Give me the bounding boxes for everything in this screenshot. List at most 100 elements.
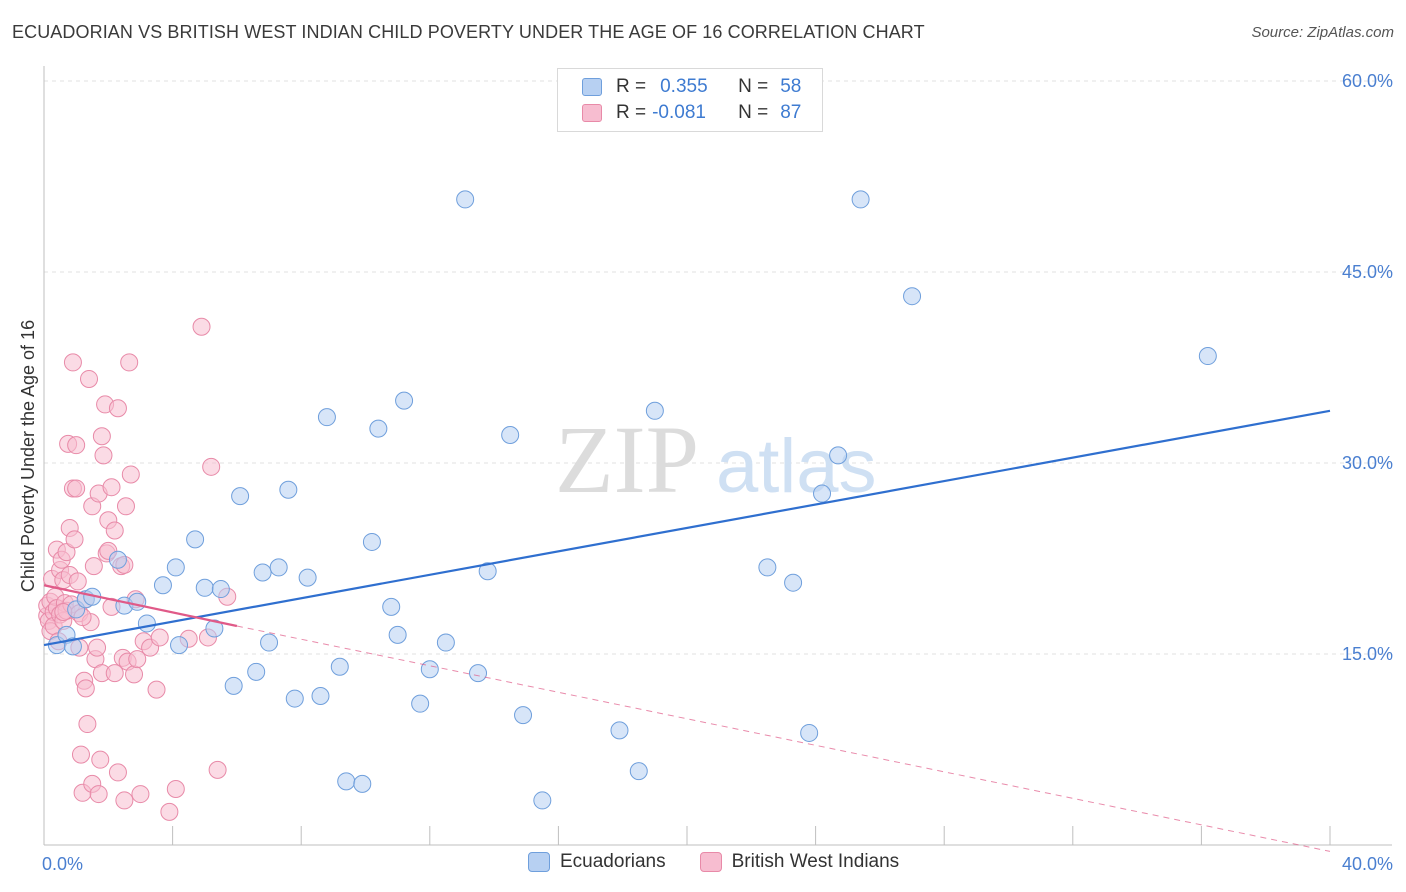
ecuadorians-point bbox=[362, 532, 381, 551]
ecuadorians-point bbox=[420, 660, 439, 679]
pink-swatch-icon bbox=[699, 852, 722, 872]
ecuadorians-point bbox=[279, 480, 298, 499]
british-west-indians-point bbox=[125, 665, 144, 684]
watermark-atlas: atlas bbox=[716, 424, 877, 509]
ecuadorians-point bbox=[205, 619, 224, 638]
y-tick-label: 45.0% bbox=[1342, 262, 1393, 282]
ecuadorians-point bbox=[903, 287, 922, 306]
ecuadorians-point bbox=[253, 563, 272, 582]
british-west-indians-point bbox=[89, 785, 108, 804]
ecuadorians-point bbox=[330, 657, 349, 676]
tick-labels: 15.0% 30.0% 45.0% 60.0% 0.0% 40.0% bbox=[42, 71, 1393, 874]
watermark-zip: ZIP bbox=[555, 406, 699, 513]
ecuadorians-point bbox=[269, 558, 288, 577]
british-west-indians-point bbox=[160, 802, 179, 821]
british-west-indians-point bbox=[78, 715, 97, 734]
x-tick-label: 40.0% bbox=[1342, 854, 1393, 874]
ecuadorians-point bbox=[610, 721, 629, 740]
ecuadorians-point bbox=[436, 633, 455, 652]
british-west-indians-point bbox=[88, 638, 107, 657]
watermark: ZIP atlas bbox=[555, 406, 877, 513]
blue-swatch-icon bbox=[528, 852, 550, 872]
british-west-indians-point bbox=[67, 479, 86, 498]
british-west-indians-point bbox=[131, 785, 150, 804]
british-west-indians-point bbox=[67, 436, 86, 455]
r-label: R = bbox=[616, 102, 647, 123]
british-west-indians-point bbox=[76, 679, 95, 698]
n-label: N = bbox=[738, 102, 769, 123]
ecuadorians-point bbox=[195, 578, 214, 597]
british-west-indians-point bbox=[105, 664, 124, 683]
ecuadorians-point bbox=[108, 550, 127, 569]
ecuadorians-point bbox=[645, 401, 664, 420]
ecuadorians-trend-line bbox=[43, 409, 1331, 647]
r-label: R = bbox=[616, 76, 647, 97]
ecuadorians-point bbox=[63, 637, 82, 656]
ecuadorians-point bbox=[317, 408, 336, 427]
legend-row-british-west-indians: R = -0.081 N = 87 bbox=[582, 101, 801, 125]
british-west-indians-point bbox=[57, 543, 76, 562]
british-west-indians-point bbox=[92, 427, 111, 446]
legend-row-ecuadorians: R = 0.355 N = 58 bbox=[582, 75, 801, 99]
ecuadorians-point bbox=[829, 446, 848, 465]
ecuadorians-point bbox=[128, 592, 147, 611]
ecuadorians-point bbox=[285, 689, 304, 708]
ecuadorians-point bbox=[186, 530, 205, 549]
legend-label: British West Indians bbox=[731, 851, 900, 872]
ecuadorians-point bbox=[411, 694, 430, 713]
ecuadorians-point bbox=[337, 772, 356, 791]
ecuadorians-point bbox=[758, 558, 777, 577]
source-label: Source: ZipAtlas.com bbox=[1251, 24, 1394, 41]
british-west-indians-point bbox=[71, 745, 90, 764]
british-west-indians-point bbox=[80, 369, 99, 388]
ecuadorians-point bbox=[382, 597, 401, 616]
british-west-indians-point bbox=[208, 760, 227, 779]
british-west-indians-point bbox=[166, 779, 185, 798]
ecuadorians-point bbox=[851, 190, 870, 209]
r-value: 0.355 bbox=[660, 76, 708, 97]
british-west-indians-point bbox=[121, 465, 140, 484]
ecuadorians-point bbox=[298, 568, 317, 587]
british-west-indians-point bbox=[65, 530, 84, 549]
ecuadorians-point bbox=[395, 391, 414, 410]
british-west-indians-point bbox=[91, 750, 110, 769]
british-west-indians-point bbox=[202, 457, 221, 476]
trend-lines bbox=[43, 409, 1331, 852]
n-label: N = bbox=[738, 76, 769, 97]
british-west-indians-point bbox=[128, 650, 147, 669]
british-west-indians-trend-extension bbox=[236, 625, 1331, 852]
british-west-indians-point bbox=[120, 353, 139, 372]
y-tick-label: 30.0% bbox=[1342, 453, 1393, 473]
ecuadorians-point bbox=[166, 558, 185, 577]
ecuadorians-point bbox=[514, 706, 533, 725]
axes bbox=[43, 66, 1392, 846]
ecuadorians-point bbox=[533, 791, 552, 810]
ecuadorians-point bbox=[137, 614, 156, 633]
legend-label: Ecuadorians bbox=[560, 851, 666, 872]
british-west-indians-point bbox=[116, 497, 135, 516]
n-value: 87 bbox=[780, 102, 802, 123]
ecuadorians-point bbox=[478, 562, 497, 581]
ecuadorians-point bbox=[1198, 347, 1217, 366]
series-legend: Ecuadorians British West Indians bbox=[528, 851, 933, 873]
british-west-indians-point bbox=[108, 399, 127, 418]
british-west-indians-point bbox=[115, 791, 134, 810]
british-west-indians-point bbox=[68, 572, 87, 591]
ecuadorians-point bbox=[260, 633, 279, 652]
ecuadorians-point bbox=[231, 487, 250, 506]
y-tick-label: 60.0% bbox=[1342, 71, 1393, 91]
ecuadorians-point bbox=[224, 676, 243, 695]
ecuadorians-point bbox=[456, 190, 475, 209]
gridlines bbox=[44, 80, 1392, 655]
ecuadorians-point bbox=[388, 625, 407, 644]
british-west-indians-point bbox=[84, 557, 103, 576]
ecuadorians-point bbox=[311, 687, 330, 706]
british-west-indians-point bbox=[150, 628, 169, 647]
ecuadorians-point bbox=[369, 419, 388, 438]
ecuadorians-point bbox=[170, 636, 189, 655]
blue-swatch-icon bbox=[582, 78, 602, 96]
british-west-indians-point bbox=[192, 317, 211, 336]
british-west-indians-point bbox=[94, 446, 113, 465]
ecuadorians-point bbox=[469, 664, 488, 683]
